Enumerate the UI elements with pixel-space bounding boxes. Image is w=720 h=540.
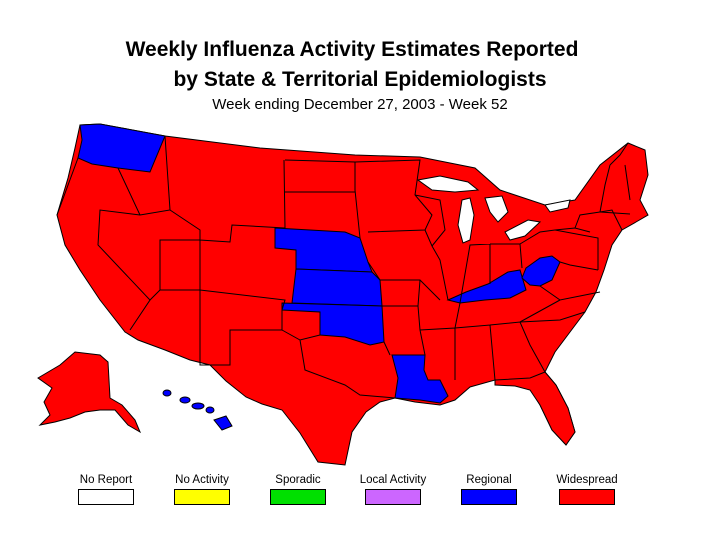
legend-swatch-sporadic xyxy=(270,489,326,505)
legend-label-no-activity: No Activity xyxy=(175,474,229,486)
legend-item-no-activity: No Activity xyxy=(147,474,257,505)
state-hawaii xyxy=(162,389,233,431)
lake-erie xyxy=(504,219,542,241)
legend-label-sporadic: Sporadic xyxy=(275,474,321,486)
lake-michigan xyxy=(457,197,475,244)
legend-item-sporadic: Sporadic xyxy=(243,474,353,505)
legend-swatch-no-report xyxy=(78,489,134,505)
legend-label-local-activity: Local Activity xyxy=(359,474,427,486)
state-florida xyxy=(494,371,576,446)
legend-swatch-no-activity xyxy=(174,489,230,505)
map-title-line-2: by State & Territorial Epidemiologists xyxy=(173,68,547,91)
state-kansas xyxy=(291,268,383,307)
legend-item-widespread: Widespread xyxy=(532,474,642,505)
legend-label-regional: Regional xyxy=(466,474,512,486)
legend-label-widespread: Widespread xyxy=(556,474,618,486)
legend-label-no-report: No Report xyxy=(79,474,133,486)
lake-superior xyxy=(416,175,480,193)
state-louisiana xyxy=(391,354,449,404)
legend-swatch-widespread xyxy=(559,489,615,505)
state-west-virginia xyxy=(521,255,561,287)
legend-swatch-regional xyxy=(461,489,517,505)
legend-item-local-activity: Local Activity xyxy=(338,474,448,505)
state-kentucky xyxy=(446,269,527,304)
map-subtitle: Week ending December 27, 2003 - Week 52 xyxy=(212,96,508,113)
legend-swatch-local-activity xyxy=(365,489,421,505)
lake-huron xyxy=(484,195,509,223)
map-title-line-1: Weekly Influenza Activity Estimates Repo… xyxy=(125,38,579,61)
state-oklahoma xyxy=(281,302,385,346)
state-alaska xyxy=(37,351,142,434)
lake-ontario xyxy=(544,199,571,213)
legend-item-no-report: No Report xyxy=(51,474,161,505)
legend-item-regional: Regional xyxy=(434,474,544,505)
state-borders xyxy=(56,135,631,399)
